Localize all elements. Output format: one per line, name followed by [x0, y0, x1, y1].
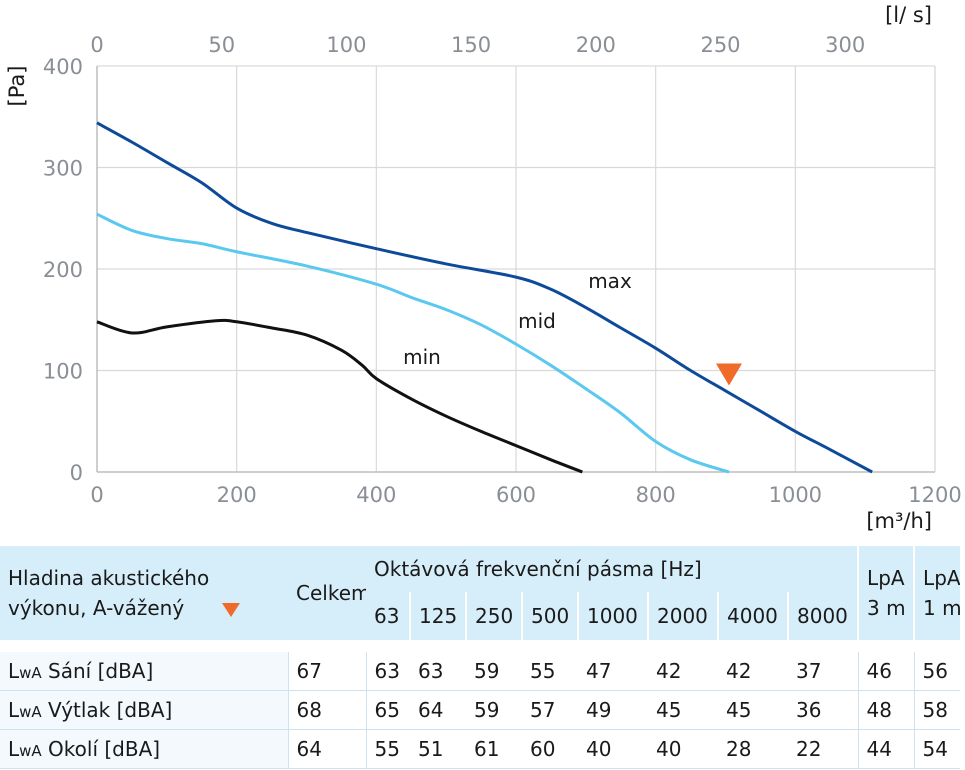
x-tick-label: 200	[217, 483, 257, 507]
table-cell: 59	[466, 690, 522, 730]
table-cell: 65	[365, 690, 410, 730]
x2-tick-label: 300	[825, 33, 865, 57]
y-axis-label: [Pa]	[5, 66, 29, 107]
header-lpa-1m: LpA 1 m	[913, 546, 961, 640]
series-line-mid	[96, 212, 730, 474]
row-label: LwA Výtlak [dBA]	[0, 690, 288, 730]
header-band-250: 250	[465, 592, 522, 640]
table-row: LwA Výtlak [dBA] 68 65 64 59 57 49 45 45 36 48 58	[0, 690, 961, 730]
header-lpa-3m: LpA 3 m	[857, 546, 915, 640]
table-cell: 42	[718, 652, 788, 691]
table-cell: 67	[287, 652, 366, 691]
header-band-1000: 1000	[577, 592, 648, 640]
header-band-2000: 2000	[647, 592, 718, 640]
x2-tick-label: 50	[208, 33, 235, 57]
series-line-min	[96, 318, 583, 474]
table-cell: 56	[913, 652, 961, 691]
y-tick-label: 0	[70, 461, 83, 485]
table-cell: 28	[718, 729, 788, 769]
x2-tick-label: 0	[90, 33, 103, 57]
table-cell: 42	[648, 652, 718, 691]
header-band-8000: 8000	[786, 592, 859, 640]
table-cell: 22	[788, 729, 859, 769]
operating-point-marker	[715, 363, 742, 386]
header-band-63: 63	[366, 592, 410, 640]
header-band-500: 500	[521, 592, 578, 640]
x-tick-label: 400	[356, 483, 396, 507]
fan-curve-chart: 0 200 400 600 800 1000 1200 0 100 200 300 400 0 50 100…	[5, 3, 962, 533]
x2-tick-label: 200	[576, 33, 616, 57]
x-tick-label: 600	[496, 483, 536, 507]
table-cell: 57	[522, 690, 578, 730]
table-cell: 60	[522, 729, 578, 769]
table-cell: 36	[788, 690, 859, 730]
header-band-4000: 4000	[717, 592, 788, 640]
x-tick-label: 1200	[908, 483, 961, 507]
table-cell: 64	[287, 729, 366, 769]
axes	[96, 66, 936, 473]
x2-axis-label: [l/ s]	[885, 3, 932, 27]
header-band-125: 125	[409, 592, 466, 640]
curve-labels: max mid min	[403, 269, 632, 369]
grid	[97, 65, 936, 472]
y-tick-label: 400	[43, 55, 83, 79]
header-celkem: Celkem	[288, 546, 366, 640]
table-cell: 46	[857, 652, 915, 691]
x2-tick-label: 150	[451, 33, 491, 57]
table-cell: 59	[466, 652, 522, 691]
series-label-max: max	[588, 269, 632, 293]
header-label-line2: výkonu, A-vážený	[8, 596, 185, 620]
series-label-min: min	[403, 345, 441, 369]
x2-tick-label: 250	[700, 33, 740, 57]
row-label: LwA Okolí [dBA]	[0, 729, 288, 769]
table-row: LwA Sání [dBA] 67 63 63 59 55 47 42 42 37 46 56	[0, 652, 961, 691]
table-cell: 61	[466, 729, 522, 769]
table-cell: 40	[648, 729, 718, 769]
operating-point-triangle	[715, 363, 742, 386]
series-line-max	[96, 121, 873, 474]
table-cell: 68	[287, 690, 366, 730]
x-axis-label: [m³/h]	[866, 509, 932, 533]
table-cell: 48	[857, 690, 915, 730]
row-label: LwA Sání [dBA]	[0, 652, 288, 691]
series	[96, 121, 873, 474]
table-cell: 63	[410, 652, 466, 691]
tick-labels: 0 200 400 600 800 1000 1200 0 100 200 300 400 0 50 100…	[43, 33, 962, 507]
series-label-mid: mid	[518, 309, 556, 333]
x-tick-label: 800	[636, 483, 676, 507]
table-cell: 55	[522, 652, 578, 691]
table-cell: 64	[410, 690, 466, 730]
x-tick-label: 0	[90, 483, 103, 507]
y-tick-label: 100	[43, 360, 83, 384]
triangle-marker-icon	[222, 602, 241, 617]
table-cell: 45	[718, 690, 788, 730]
table-cell: 49	[578, 690, 648, 730]
table-cell: 58	[913, 690, 961, 730]
table-cell: 63	[365, 652, 410, 691]
table-cell: 40	[578, 729, 648, 769]
table-row: LwA Okolí [dBA] 64 55 51 61 60 40 40 28 22 44 54	[0, 729, 961, 769]
x2-tick-label: 100	[326, 33, 366, 57]
table-cell: 44	[857, 729, 915, 769]
table-cell: 51	[410, 729, 466, 769]
table-cell: 37	[788, 652, 859, 691]
table-cell: 55	[365, 729, 410, 769]
header-label-cell: Hladina akustického výkonu, A-vážený	[0, 546, 288, 640]
y-tick-label: 300	[43, 157, 83, 181]
table-cell: 45	[648, 690, 718, 730]
y-tick-label: 200	[43, 258, 83, 282]
header-label-line1: Hladina akustického	[8, 566, 210, 590]
header-octave-title: Oktávová frekvenční pásma [Hz]	[366, 546, 859, 592]
x-tick-label: 1000	[769, 483, 822, 507]
acoustic-table: Hladina akustického výkonu, A-vážený Cel…	[0, 546, 961, 769]
table-cell: 54	[913, 729, 961, 769]
table-cell: 47	[578, 652, 648, 691]
